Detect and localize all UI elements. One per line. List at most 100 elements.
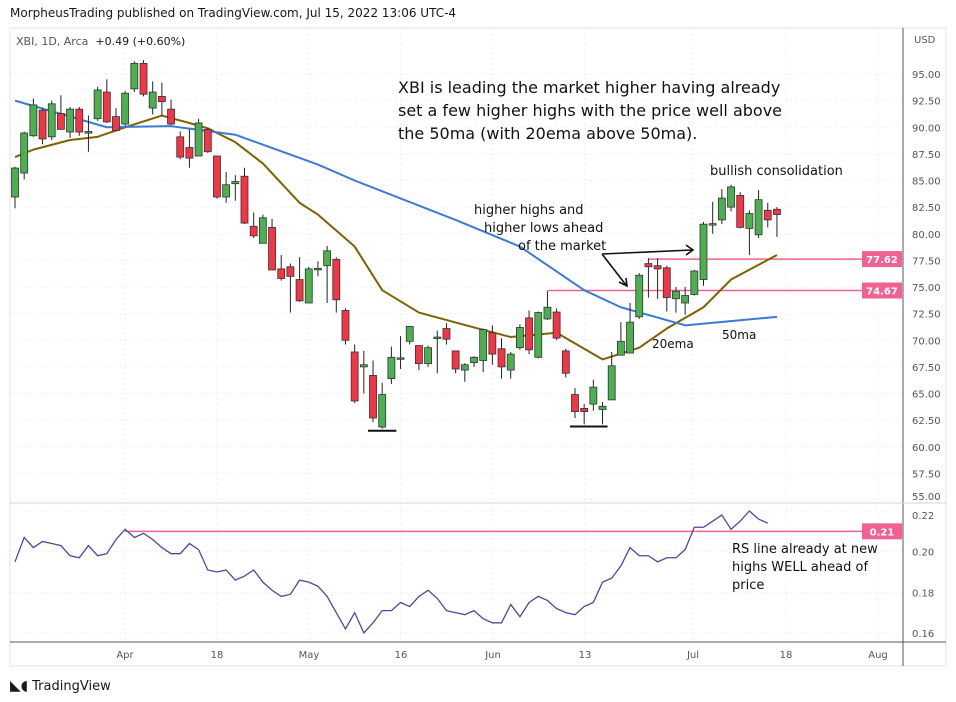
candle-body [213,155,221,198]
annotation-20ema: 20ema [652,337,694,351]
candle [644,258,653,298]
price-axis-unit: USD [914,35,936,46]
candle-body [415,345,423,365]
tradingview-logo[interactable]: ◣◖ TradingView [10,678,111,694]
candle-body [681,295,690,304]
candle-body [222,184,231,198]
time-tick-label: 18 [780,650,793,661]
candle [580,404,589,425]
candle-body [314,267,322,271]
candle [552,308,561,341]
chart-frame [9,27,947,667]
candle-body [644,263,653,268]
rs-level-badge [862,523,902,540]
candle-body [662,267,671,299]
candle [708,201,717,234]
candle-body [442,328,451,340]
candle [470,356,478,367]
candle [203,128,212,153]
candle [167,99,175,126]
candle [736,192,745,229]
annotation-rs: RS line already at new [732,542,878,557]
candle [424,345,433,367]
candle-body [268,226,276,271]
price-level-badge [862,251,902,268]
annotation-higher-highs: of the market [518,239,606,254]
candle [222,171,231,203]
candle-body [139,62,148,95]
candle [607,351,616,401]
candle-body [231,181,240,185]
candle [286,263,295,313]
candle [249,212,258,239]
candle [369,360,377,423]
candle [571,388,579,418]
candle-body [745,213,754,229]
candle-body [479,329,488,361]
candle [139,60,148,97]
candle-body [176,136,185,158]
candle-body [20,132,29,174]
annotation-rs: highs WELL ahead of [732,560,868,575]
candle [194,118,203,157]
candle [479,328,488,373]
candle [231,175,240,201]
price-tick-label: 90.00 [912,123,941,134]
candle-body [525,317,533,351]
candle [277,255,286,281]
time-tick-label: May [299,650,320,661]
price-tick-label: 55.00 [912,492,941,503]
time-tick-label: Apr [116,650,134,661]
candle [387,346,396,384]
candle-body [29,104,38,137]
annotation-main: XBI is leading the market higher having … [398,78,780,97]
tradingview-logo-icon: ◣◖ [10,678,29,694]
candle [589,379,598,411]
candle-body [304,268,313,304]
candle [121,91,130,127]
publisher-line: MorpheusTrading published on TradingView… [10,6,457,20]
price-tick-label: 65.00 [912,390,941,401]
candle [57,95,65,130]
rs-tick-label: 0.22 [912,511,934,522]
candle [681,287,690,315]
rs-level-label: 0.21 [870,527,895,538]
candle-body [323,250,332,267]
candle-body [102,91,111,123]
candle [506,351,515,379]
candle [102,79,111,123]
candle-body [249,225,258,237]
candle [763,202,772,228]
candle [745,210,754,256]
candle [433,330,442,374]
candle-body [626,321,634,354]
candle [415,345,423,371]
price-tick-label: 75.00 [912,283,941,294]
rs-tick-label: 0.18 [912,588,934,599]
candle [497,338,506,379]
candle [754,190,763,239]
candle [396,335,405,370]
price-level-label: 74.67 [866,287,898,298]
candle-body [571,394,579,413]
candle-body [295,279,304,302]
annotation-higher-highs: higher lows ahead [484,221,603,236]
time-tick-label: 16 [395,650,408,661]
candle [525,310,533,355]
candle [516,324,524,350]
candle-body [130,62,139,90]
price-tick-label: 62.50 [912,416,941,427]
candle [93,86,102,121]
annotation-main: set a few higher highs with the price we… [398,101,782,120]
candle-body [167,108,175,125]
candle-body [38,109,47,140]
candle [304,266,313,304]
candle-body [387,356,396,379]
price-tick-label: 92.50 [912,97,941,108]
time-tick-label: Jul [686,650,699,661]
price-tick-label: 57.50 [912,469,941,480]
candle-body [736,195,745,228]
candle [314,261,322,277]
annotation-arrows [601,244,695,288]
